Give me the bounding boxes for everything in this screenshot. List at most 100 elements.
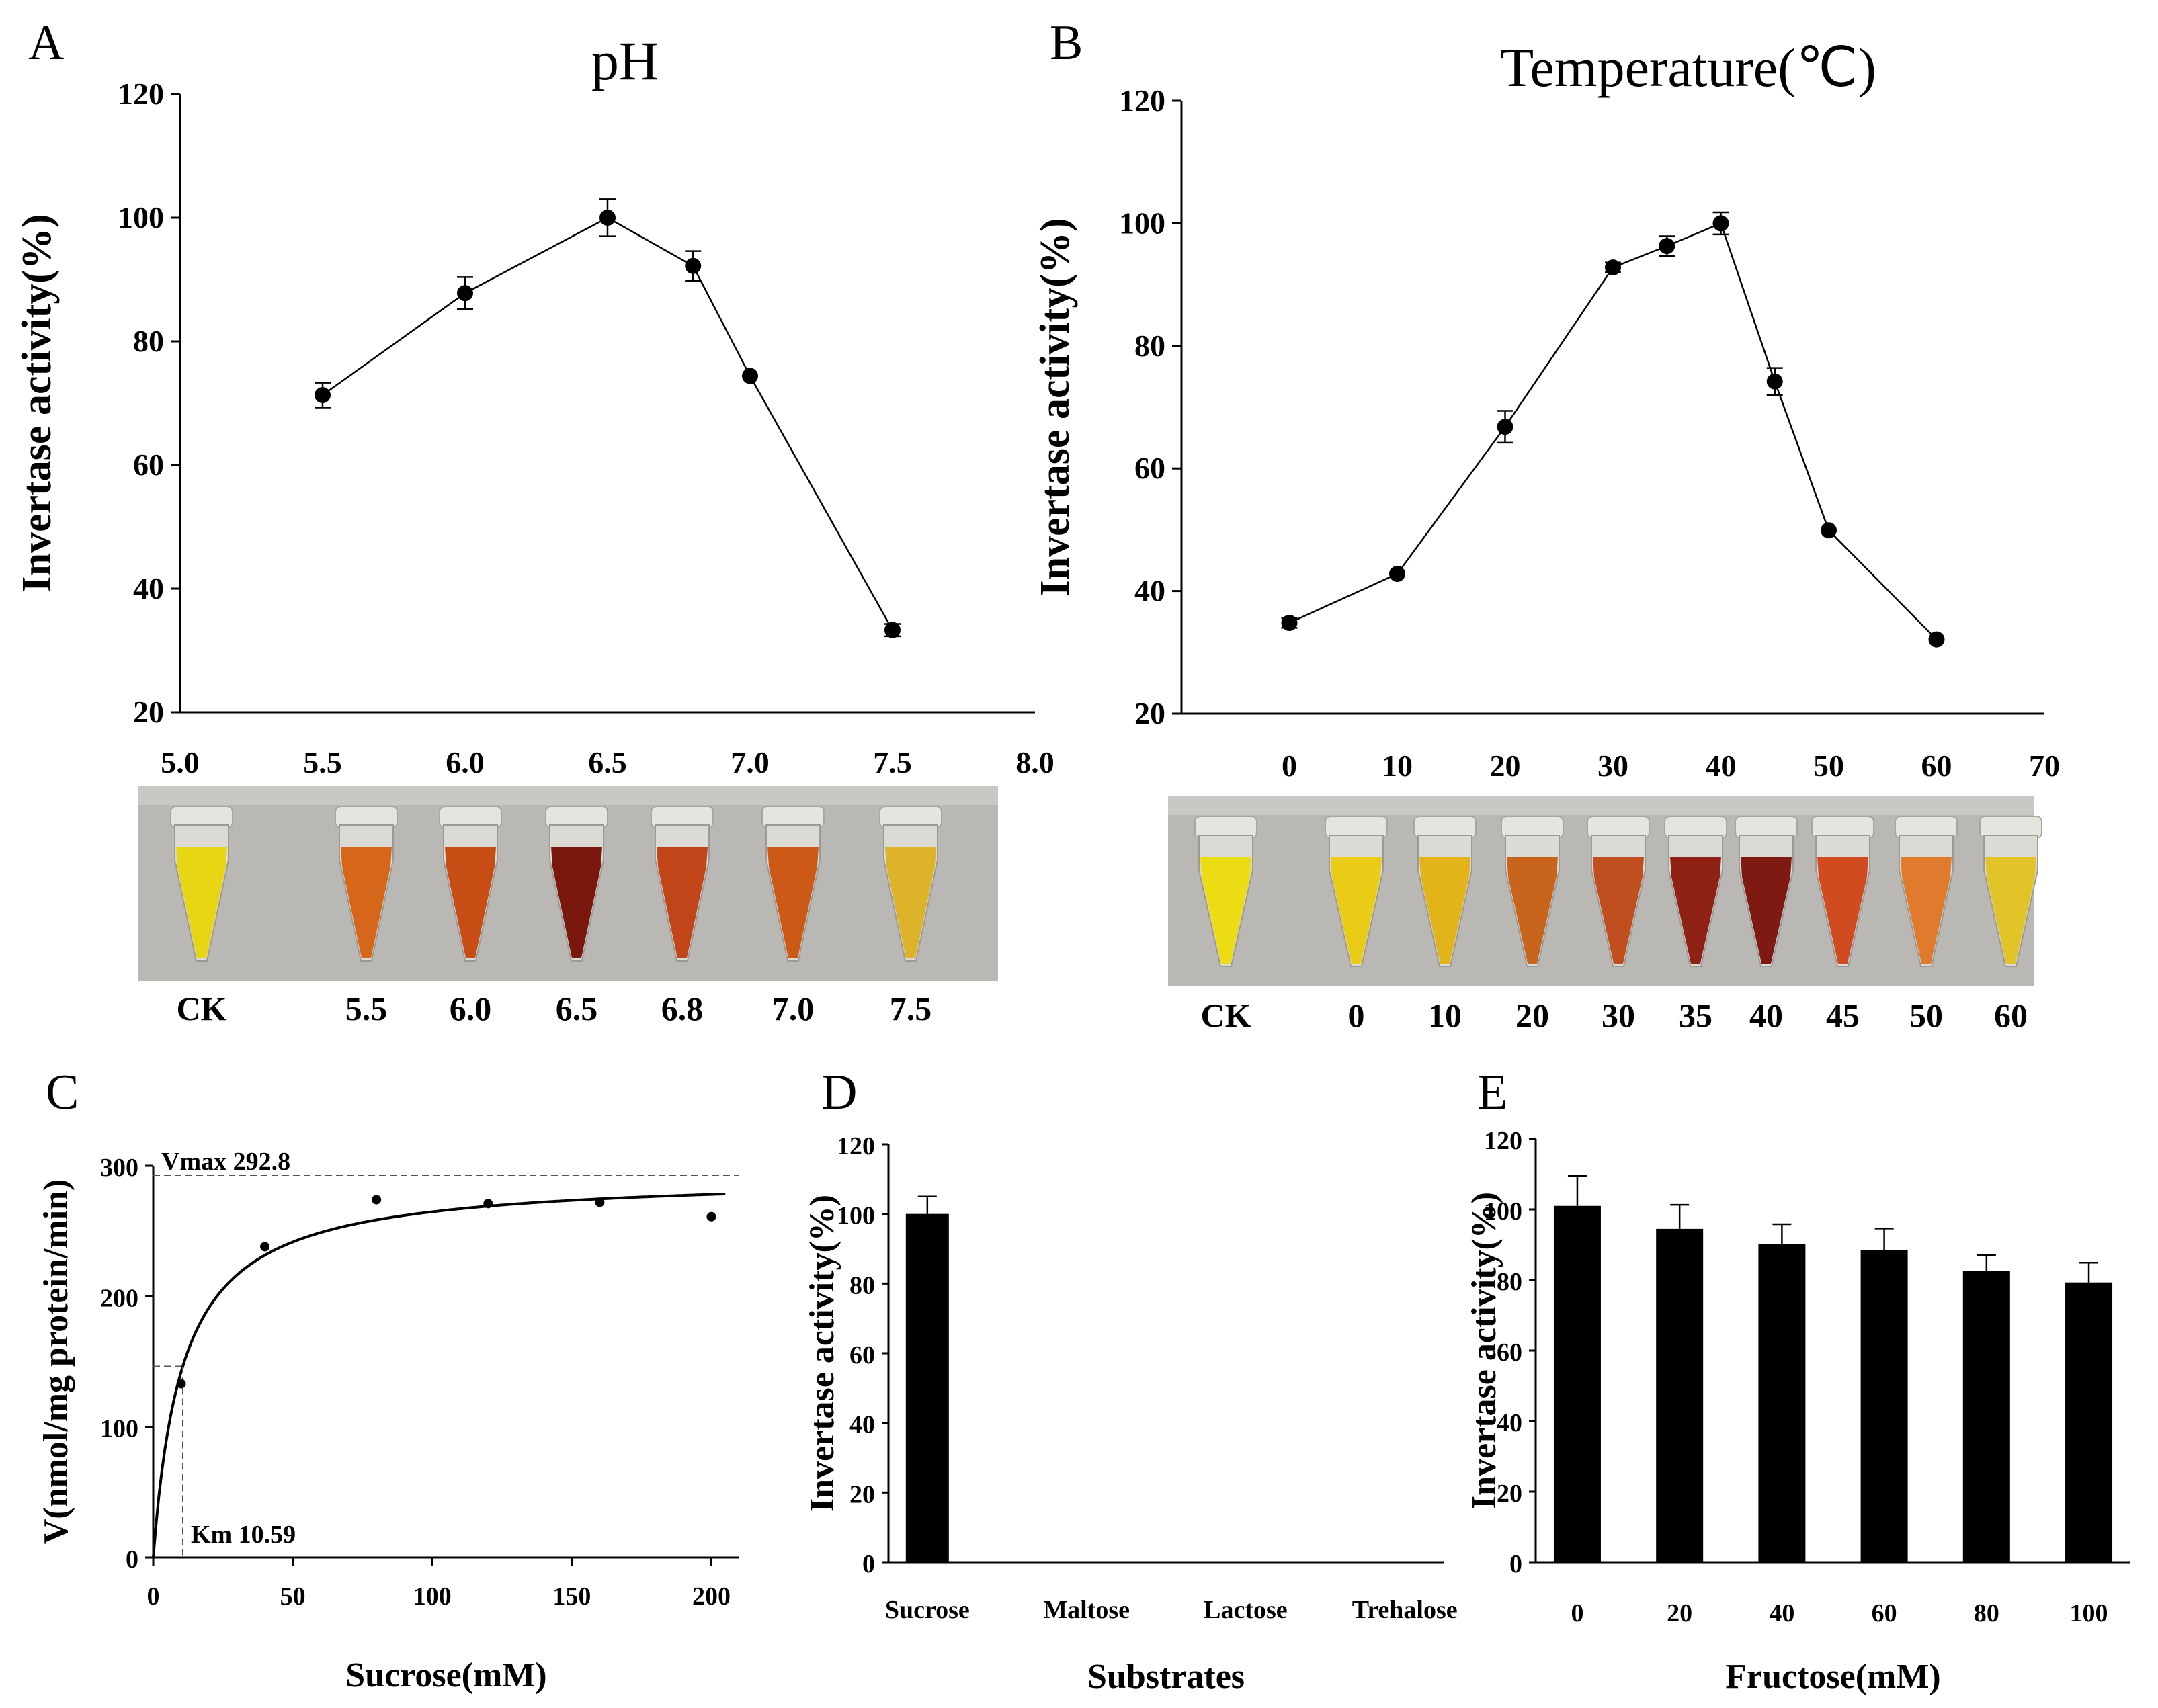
y-tick-label: 0 — [1509, 1550, 1522, 1578]
y-tick-label: 40 — [133, 571, 164, 605]
x-tick-label: 200 — [692, 1582, 731, 1611]
x-tick-label: Lactose — [1204, 1596, 1288, 1624]
tube-liquid — [1901, 857, 1952, 964]
y-tick-label: 80 — [849, 1271, 875, 1299]
data-point — [1766, 373, 1783, 390]
x-tick-label: 40 — [1769, 1599, 1794, 1627]
y-tick-label: 40 — [849, 1411, 875, 1439]
data-point — [1659, 238, 1675, 255]
tube-liquid — [1331, 857, 1382, 964]
y-axis-title: Invertase activity(%) — [803, 1195, 841, 1512]
y-axis-title: Invertase activity(%) — [1032, 218, 1078, 597]
bar — [1553, 1205, 1601, 1562]
data-point — [1821, 522, 1837, 539]
x-tick-label: Maltose — [1043, 1596, 1130, 1624]
tube-label: 10 — [1428, 996, 1462, 1034]
data-point — [685, 257, 702, 274]
bar — [1758, 1244, 1806, 1562]
panel-letter: B — [1050, 15, 1083, 71]
x-tick-label: 30 — [1597, 749, 1628, 783]
data-point — [884, 622, 901, 638]
y-tick-label: 120 — [1119, 83, 1165, 118]
tube-photo-highlight — [138, 786, 998, 805]
tube-liquid — [1507, 857, 1558, 964]
tube-liquid — [1985, 857, 2036, 964]
x-tick-label: 80 — [1974, 1599, 1999, 1627]
data-point — [1605, 259, 1621, 276]
tube-liquid — [1817, 857, 1868, 964]
x-tick-label: 6.0 — [446, 745, 485, 779]
tube-liquid — [657, 847, 708, 958]
tube-label: 60 — [1994, 996, 2028, 1034]
x-tick-label: 8.0 — [1015, 745, 1054, 779]
x-tick-label: 7.5 — [873, 745, 912, 779]
x-tick-label: 0 — [1571, 1599, 1583, 1627]
tube-label: 6.0 — [450, 990, 492, 1027]
data-point — [457, 285, 473, 302]
x-tick-label: 7.0 — [731, 745, 770, 779]
data-point — [260, 1242, 270, 1252]
x-tick-label: 100 — [413, 1582, 452, 1611]
y-axis-title: Invertase activity(%) — [14, 214, 60, 593]
tube-label: 20 — [1516, 996, 1549, 1034]
panel-d: 0 20 40 60 80 100 120 Invertase activity(%) D Suc… — [803, 1065, 1458, 1696]
y-tick-label: 100 — [118, 200, 164, 234]
x-tick-label: Trehalose — [1352, 1596, 1458, 1624]
tube-label: 6.5 — [556, 990, 598, 1027]
x-tick-label: 40 — [1706, 749, 1737, 783]
data-point — [599, 210, 616, 226]
y-tick-label: 120 — [1484, 1127, 1522, 1155]
x-tick-label: 20 — [1667, 1599, 1692, 1627]
data-point — [1928, 631, 1945, 648]
panel-letter: A — [28, 15, 64, 71]
y-tick-label: 100 — [1484, 1197, 1522, 1226]
tube-label: 7.0 — [772, 990, 815, 1027]
tube-label: 5.5 — [345, 990, 388, 1027]
data-point — [742, 368, 758, 384]
y-axis-title: V(nmol/mg protein/min) — [37, 1179, 75, 1545]
y-tick-label: 100 — [100, 1415, 138, 1443]
series-line — [1288, 222, 1938, 640]
chart-title: pH — [591, 30, 659, 91]
bar — [1962, 1271, 2010, 1562]
data-point — [1497, 419, 1513, 435]
panel-c: 0 100 200 300 V(nmol/mg protein/min) C 0 50 100 1… — [37, 1065, 739, 1695]
y-tick-label: 20 — [849, 1480, 875, 1508]
chart-title: Temperature(℃) — [1500, 37, 1876, 98]
y-tick-label: 120 — [118, 77, 164, 111]
tube-label: CK — [177, 990, 227, 1027]
y-tick-label: 40 — [1497, 1409, 1522, 1437]
x-tick-label: Sucrose — [885, 1596, 970, 1624]
bar — [1860, 1250, 1908, 1562]
tube-label: 35 — [1679, 996, 1712, 1034]
tube-label: 30 — [1602, 996, 1635, 1034]
y-tick-label: 20 — [1497, 1480, 1522, 1508]
x-tick-label: 0 — [1282, 749, 1297, 783]
x-tick-label: 20 — [1490, 749, 1521, 783]
tube-label: 6.8 — [661, 990, 704, 1027]
y-tick-label: 80 — [1497, 1268, 1522, 1296]
x-tick-label: 5.5 — [303, 745, 342, 779]
fit-curve — [152, 1192, 726, 1558]
y-tick-label: 20 — [133, 695, 164, 729]
y-tick-label: 300 — [100, 1154, 138, 1182]
km-annotation: Km 10.59 — [191, 1521, 296, 1549]
vmax-annotation: Vmax 292.8 — [161, 1148, 290, 1176]
bar — [1656, 1228, 1704, 1562]
y-tick-label: 60 — [849, 1341, 875, 1369]
tube-liquid — [445, 847, 496, 958]
tube-label: 50 — [1909, 996, 1943, 1034]
y-tick-label: 60 — [1497, 1338, 1522, 1367]
y-tick-label: 200 — [100, 1284, 138, 1312]
tube-liquid — [885, 847, 936, 958]
tube-label: 40 — [1749, 996, 1783, 1034]
data-point — [595, 1197, 605, 1207]
x-tick-label: 6.5 — [588, 745, 627, 779]
tube-liquid — [1200, 857, 1251, 964]
panel-letter: E — [1477, 1065, 1507, 1120]
y-tick-label: 100 — [837, 1202, 875, 1230]
tube-liquid — [176, 847, 227, 958]
tube-label: 7.5 — [890, 990, 932, 1027]
panel-e: 0 20 40 60 80 100 120 Invertase activity(%) E 0 20… — [1465, 1065, 2130, 1696]
